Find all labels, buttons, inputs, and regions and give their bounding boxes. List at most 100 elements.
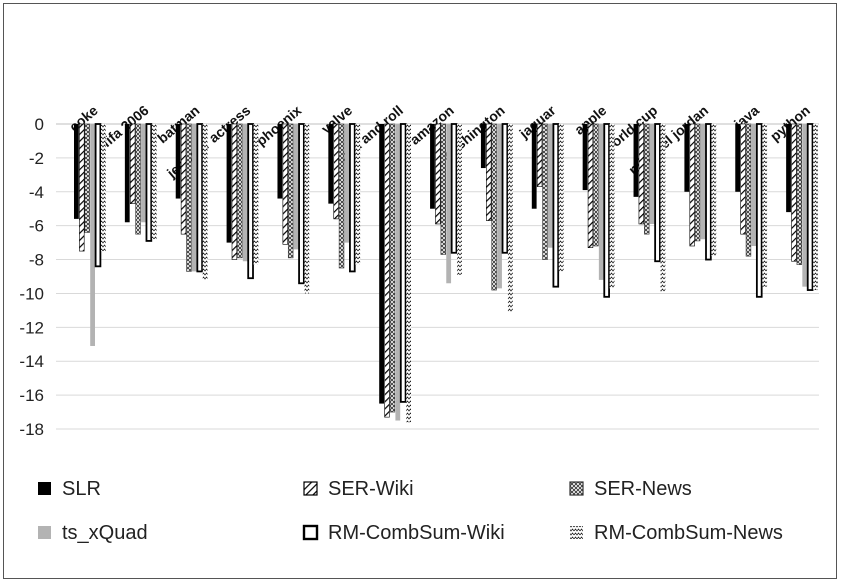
bar-crosshatch	[287, 123, 294, 259]
bar-zigzag	[253, 124, 259, 265]
bar-diagonal-hatch	[333, 123, 339, 220]
bar-crosshatch	[745, 123, 752, 257]
bar-zigzag	[151, 124, 157, 240]
legend-label: SER-Wiki	[328, 478, 414, 500]
legend: SLR SER-Wiki SER-News ts_xQuad RM-CombSum-Wi…	[38, 478, 783, 544]
bar-hollow	[399, 123, 407, 403]
bar-diagonal-hatch	[180, 123, 187, 235]
bar-crosshatch	[440, 123, 446, 255]
bar-crosshatch	[491, 123, 497, 291]
bar-crosshatch	[186, 123, 192, 272]
bar-solid-black	[582, 124, 588, 191]
y-tick-label: -12	[19, 318, 44, 337]
legend-label: SLR	[62, 478, 101, 500]
bar-solid-black	[328, 124, 334, 204]
bar-zigzag	[202, 124, 208, 280]
bar-solid-gray	[497, 124, 502, 289]
bar-zigzag	[762, 124, 768, 287]
bar-solid-black	[735, 124, 741, 192]
bar-solid-black	[786, 124, 791, 213]
bar-diagonal-hatch	[79, 123, 85, 252]
bar-hollow	[247, 123, 254, 280]
bar-zigzag	[406, 124, 411, 423]
bar-crosshatch	[84, 123, 90, 233]
bar-solid-gray	[293, 124, 299, 250]
legend-label: ts_xQuad	[62, 522, 148, 544]
bar-crosshatch	[389, 123, 396, 413]
bar-solid-black	[124, 124, 130, 223]
bar-solid-black	[531, 124, 537, 209]
bar-crosshatch	[237, 123, 243, 259]
bar-hollow	[755, 123, 763, 298]
y-tick-label: -2	[29, 149, 44, 168]
legend-swatch-solid-black	[38, 482, 51, 495]
bar-hollow	[298, 123, 305, 285]
bar-solid-gray	[141, 124, 146, 223]
bar-solid-black	[74, 124, 79, 219]
bar-hollow	[501, 123, 509, 254]
bar-solid-gray	[598, 124, 604, 280]
bar-solid-gray	[191, 124, 197, 272]
bar-solid-black	[277, 124, 283, 199]
y-tick-label: -16	[19, 386, 44, 405]
bar-hollow	[145, 123, 153, 242]
legend-swatch-hollow	[302, 524, 319, 541]
bar-solid-black	[175, 124, 181, 199]
bar-diagonal-hatch	[740, 123, 746, 235]
bar-hollow	[552, 123, 560, 288]
legend-label: SER-News	[594, 478, 692, 500]
y-tick-label: 0	[35, 115, 44, 134]
bar-solid-black	[379, 124, 384, 404]
bar-zigzag	[660, 124, 666, 292]
legend-swatch-zigzag	[570, 526, 583, 539]
bar-solid-gray	[649, 124, 655, 224]
bar-crosshatch	[338, 123, 345, 269]
bar-diagonal-hatch	[231, 123, 238, 260]
y-tick-label: -6	[29, 217, 44, 236]
bar-zigzag	[813, 124, 818, 291]
bar-hollow	[349, 123, 356, 273]
bar-zigzag	[304, 124, 310, 294]
bar-zigzag	[101, 124, 106, 252]
bar-diagonal-hatch	[282, 123, 288, 245]
bar-crosshatch	[135, 123, 141, 235]
legend-swatch-crosshatch	[569, 481, 584, 496]
bar-zigzag	[609, 124, 615, 289]
bar-solid-gray	[700, 124, 706, 240]
legend-label: RM-CombSum-Wiki	[328, 522, 505, 544]
bar-hollow	[654, 123, 661, 263]
legend-label: RM-CombSum-News	[594, 522, 783, 544]
y-tick-label: -14	[19, 352, 44, 371]
y-tick-label: -8	[29, 251, 44, 270]
bar-diagonal-hatch	[435, 123, 441, 225]
bar-diagonal-hatch	[536, 123, 543, 187]
legend-swatch-solid-gray	[38, 526, 51, 539]
bar-zigzag	[355, 124, 361, 265]
bar-zigzag	[457, 124, 462, 275]
bar-zigzag	[507, 124, 513, 313]
bar-solid-black	[633, 124, 639, 197]
bar-crosshatch	[593, 123, 599, 247]
bar-hollow	[705, 123, 712, 261]
bar-solid-gray	[802, 124, 808, 287]
bar-solid-gray	[344, 124, 350, 243]
y-axis: 0 -2 -4 -6 -8 -10 -12 -14 -16 -18	[19, 115, 44, 439]
bar-crosshatch	[542, 123, 548, 260]
legend-swatch-diagonal-hatch	[303, 481, 318, 496]
bar-diagonal-hatch	[638, 123, 645, 225]
bar-diagonal-hatch	[129, 123, 136, 204]
bar-zigzag	[711, 124, 717, 257]
bar-diagonal-hatch	[689, 123, 695, 247]
bar-solid-black	[226, 124, 232, 243]
y-tick-label: -10	[19, 284, 44, 303]
bar-crosshatch	[796, 123, 803, 265]
bar-hollow	[806, 123, 814, 291]
bars	[74, 123, 818, 423]
bar-hollow	[603, 123, 610, 298]
bar-solid-gray	[242, 124, 248, 262]
y-tick-label: -18	[19, 420, 44, 439]
bar-solid-black	[430, 124, 435, 209]
bar-diagonal-hatch	[791, 123, 797, 262]
